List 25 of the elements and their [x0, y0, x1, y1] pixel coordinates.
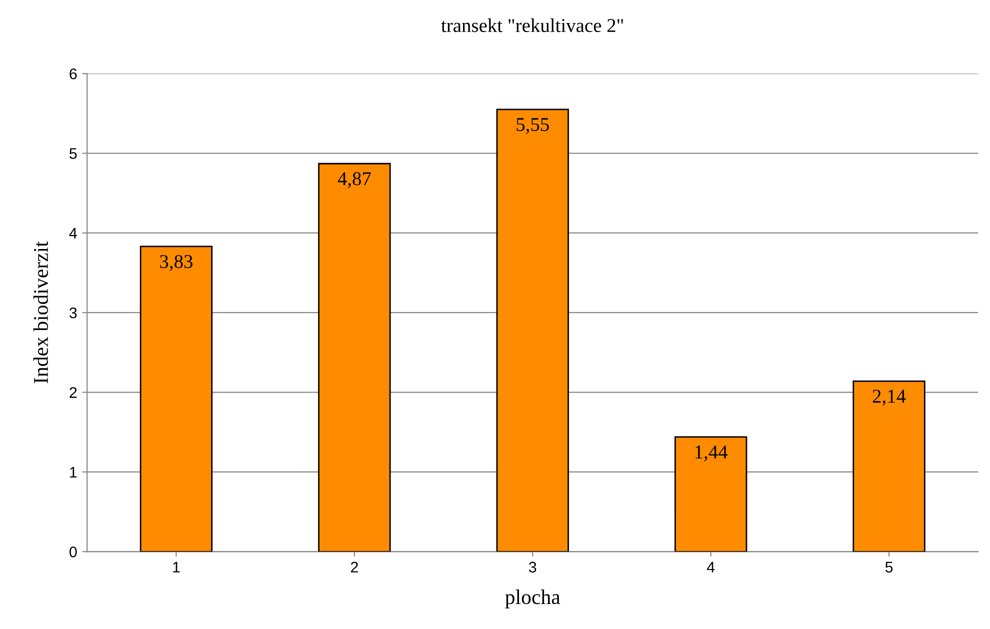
- x-tick-label: 4: [706, 562, 715, 572]
- x-tick-label: 1: [173, 562, 180, 572]
- bar: [852, 380, 926, 552]
- x-tick-label: 3: [528, 562, 536, 573]
- bar: [674, 436, 748, 552]
- y-tick-label: 1: [70, 466, 77, 478]
- x-tick-label: 2: [350, 562, 358, 572]
- bar: [496, 108, 569, 552]
- data-label: 2,14: [872, 390, 906, 406]
- y-tick-label: 2: [70, 387, 77, 398]
- data-label: 1,44: [696, 446, 728, 462]
- y-tick-label: 6: [70, 68, 77, 80]
- y-tick-label: 4: [69, 228, 77, 238]
- y-axis-title: Index biodiverzit: [33, 241, 48, 384]
- x-tick-label: 5: [885, 562, 893, 573]
- chart-title: transekt "rekultivace 2": [441, 18, 624, 32]
- y-tick-label: 5: [70, 148, 77, 159]
- x-axis-title: plocha: [505, 589, 560, 608]
- data-label: 4,87: [338, 172, 371, 188]
- bar: [318, 162, 391, 552]
- data-label: 3,83: [160, 255, 192, 271]
- y-tick-label: 0: [70, 546, 77, 558]
- y-tick-label: 3: [69, 307, 77, 318]
- data-label: 5,55: [516, 118, 549, 134]
- bar: [140, 246, 213, 552]
